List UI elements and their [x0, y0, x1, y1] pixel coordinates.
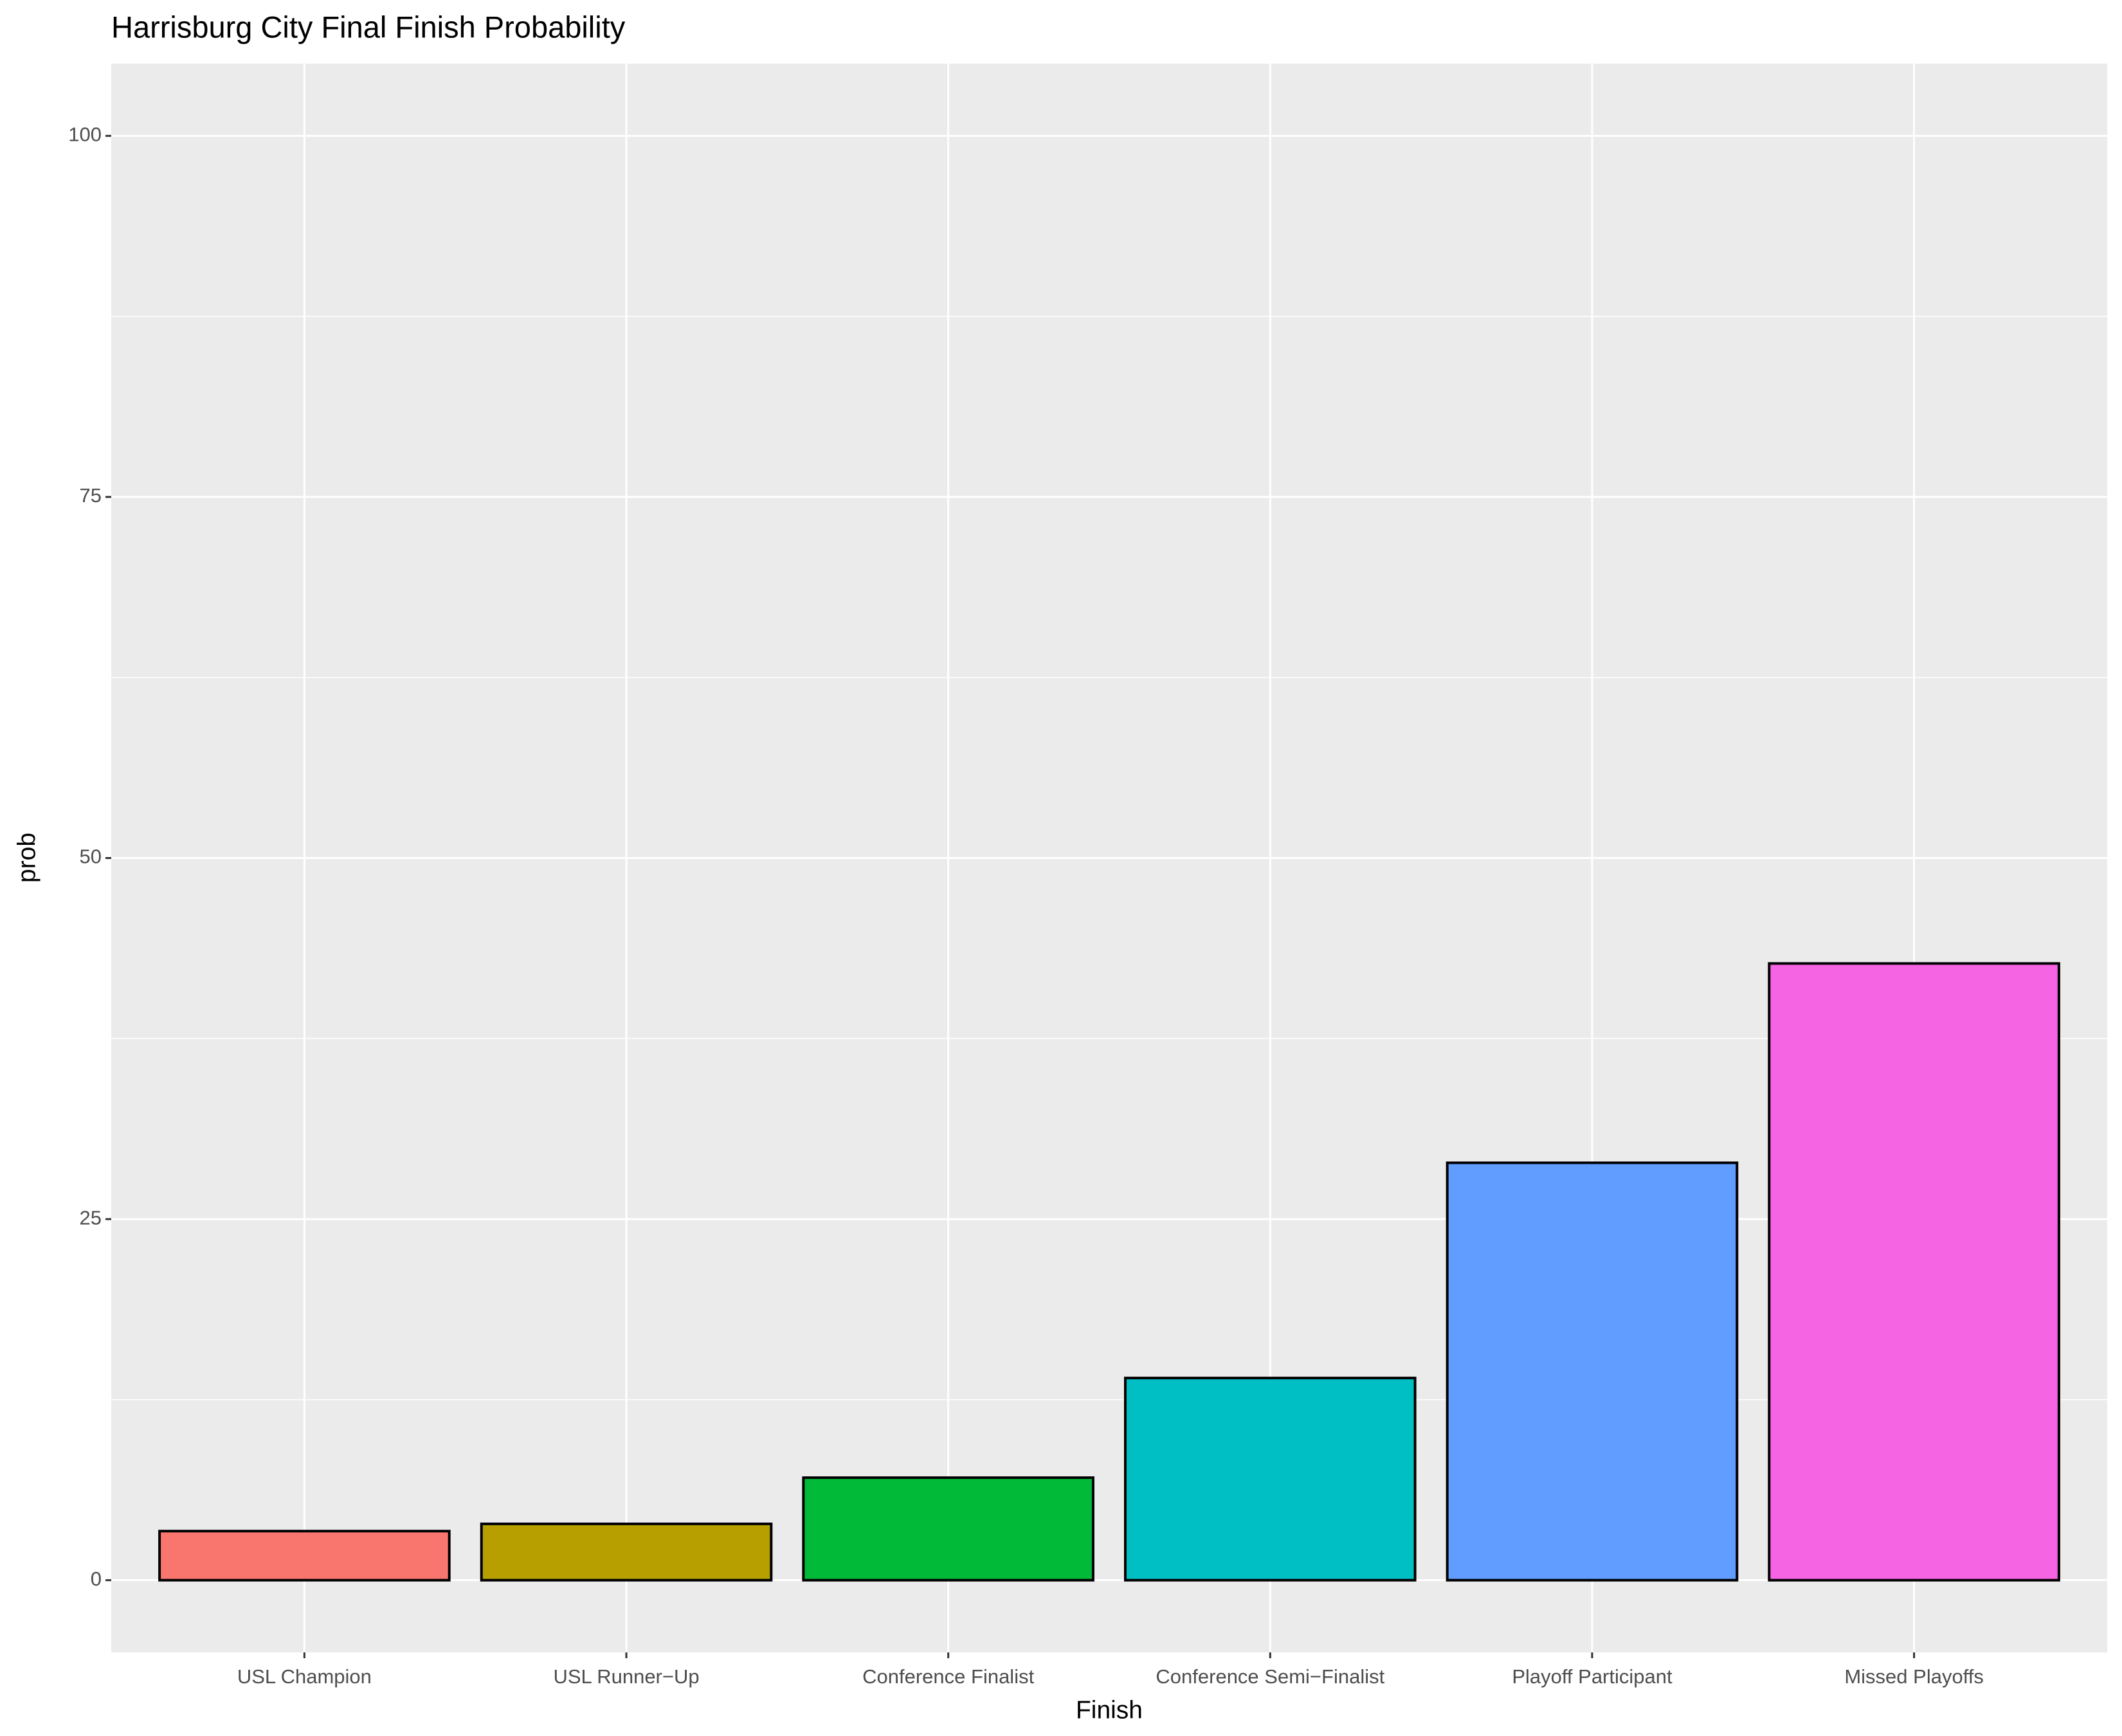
x-tick-label: Missed Playoffs [1844, 1665, 1984, 1688]
x-tick-label: USL Runner−Up [553, 1665, 699, 1688]
bar [480, 1523, 773, 1582]
y-tick-label: 50 [80, 845, 102, 868]
x-tick-label: Playoff Participant [1512, 1665, 1673, 1688]
y-axis-title: prob [13, 833, 41, 883]
y-tick-label: 75 [80, 484, 102, 507]
x-tick-label: Conference Semi−Finalist [1156, 1665, 1384, 1688]
bar [158, 1530, 451, 1582]
y-tick-label: 0 [91, 1568, 102, 1590]
x-tick-label: Conference Finalist [862, 1665, 1034, 1688]
y-tick-label: 25 [80, 1206, 102, 1229]
y-tick-label: 100 [68, 123, 102, 146]
bar [802, 1476, 1094, 1582]
bar [1124, 1377, 1417, 1582]
bar [1768, 962, 2060, 1582]
chart-title: Harrisburg City Final Finish Probability [111, 10, 626, 44]
bar [1446, 1161, 1739, 1582]
x-tick-label: USL Champion [237, 1665, 372, 1688]
x-axis-title: Finish [1076, 1696, 1143, 1724]
